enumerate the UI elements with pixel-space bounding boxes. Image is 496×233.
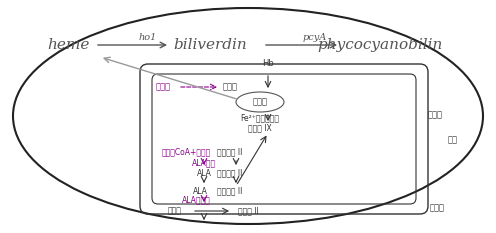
Text: 叶卷素: 叶卷素 [168, 206, 182, 216]
Text: ALA: ALA [192, 186, 207, 195]
Text: 细胞壁: 细胞壁 [430, 203, 445, 212]
Text: 黄叶卖啬 II: 黄叶卖啬 II [217, 168, 243, 178]
Text: pcyA: pcyA [303, 34, 327, 42]
Text: ALA: ALA [196, 168, 211, 178]
Text: ALA合酶: ALA合酶 [192, 158, 216, 168]
Text: 琥珀酸CoA+甲氨酸: 琥珀酸CoA+甲氨酸 [161, 147, 211, 157]
Text: 原卖啬 II: 原卖啬 II [238, 206, 258, 216]
Text: ALA脱水酶: ALA脱水酶 [182, 195, 210, 205]
Text: Hb: Hb [262, 59, 274, 69]
Text: 线粒体: 线粒体 [428, 110, 443, 120]
Text: 原卖啬 IX: 原卖啬 IX [248, 123, 272, 133]
Text: biliverdin: biliverdin [173, 38, 247, 52]
Text: 胵液: 胵液 [448, 136, 458, 144]
Text: 黄叶卖啬 II: 黄叶卖啬 II [217, 147, 243, 157]
Text: Fe²⁺蚯铁复合酶: Fe²⁺蚯铁复合酶 [241, 113, 280, 123]
Text: 珠蛋白: 珠蛋白 [223, 82, 238, 92]
Text: phycocyanobilin: phycocyanobilin [317, 38, 443, 52]
Text: 血红素: 血红素 [252, 97, 267, 106]
Text: 氨基酸: 氨基酸 [156, 82, 171, 92]
Text: ho1: ho1 [139, 34, 157, 42]
Text: 黄叶卖啬 II: 黄叶卖啬 II [217, 186, 243, 195]
Text: heme: heme [47, 38, 89, 52]
